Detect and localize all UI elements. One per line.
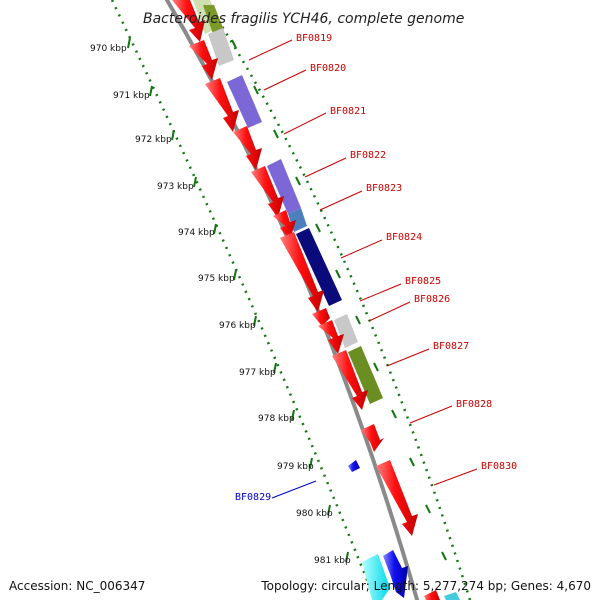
tick-label-974: 974 kbp xyxy=(178,228,215,238)
gene-label: BF0826 xyxy=(414,294,450,305)
gene-leader-lines xyxy=(248,39,478,486)
feature-bar xyxy=(334,314,358,348)
tick-label-977: 977 kbp xyxy=(239,368,276,378)
tick-label-973: 973 kbp xyxy=(157,182,194,192)
cds-arrow xyxy=(205,78,239,132)
cds-arrow xyxy=(424,590,440,600)
gene-label: BF0822 xyxy=(350,150,386,161)
cds-arrow xyxy=(189,40,218,80)
cds-arrow xyxy=(251,166,284,218)
feature-bar xyxy=(208,28,234,66)
gene-label: BF0819 xyxy=(296,33,332,44)
feature-bar xyxy=(227,75,262,128)
kbp-tick-labels: 970 kbp 971 kbp 972 kbp 973 kbp 974 kbp … xyxy=(90,44,351,566)
cds-arrow xyxy=(280,232,324,312)
cds-arrow xyxy=(233,126,262,170)
gene-label: BF0820 xyxy=(310,63,346,74)
genome-summary-text: Topology: circular; Length: 5,277,274 bp… xyxy=(261,579,591,593)
gene-label: BF0828 xyxy=(456,399,492,410)
gene-labels: BF0819 BF0820 BF0821 BF0822 BF0823 BF082… xyxy=(235,33,517,503)
cds-arrow xyxy=(376,460,418,536)
cds-arrow xyxy=(361,424,384,452)
tick-label-980: 980 kbp xyxy=(296,509,333,519)
gene-label: BF0829 xyxy=(235,492,271,503)
inner-major-ticks xyxy=(127,37,349,563)
cds-features xyxy=(172,0,460,600)
cds-arrow xyxy=(312,308,330,326)
gene-label: BF0821 xyxy=(330,106,366,117)
gene-label: BF0823 xyxy=(366,183,402,194)
gene-label: BF0824 xyxy=(386,232,422,243)
feature-bar xyxy=(444,592,460,600)
map-title: Bacteroides fragilis YCH46, complete gen… xyxy=(143,11,464,27)
genome-backbone xyxy=(164,0,420,600)
tick-label-975: 975 kbp xyxy=(198,274,235,284)
accession-text: Accession: NC_006347 xyxy=(9,579,146,593)
gene-label: BF0825 xyxy=(405,276,441,287)
tick-label-978: 978 kbp xyxy=(258,414,295,424)
cds-arrow-reverse xyxy=(348,460,360,472)
tick-label-970: 970 kbp xyxy=(90,44,127,54)
gene-label: BF0827 xyxy=(433,341,469,352)
gene-label: BF0830 xyxy=(481,461,517,472)
cds-arrow xyxy=(318,320,344,354)
feature-bar xyxy=(267,159,301,214)
tick-label-979: 979 kbp xyxy=(277,462,314,472)
feature-bar xyxy=(203,5,224,34)
feature-bar xyxy=(348,346,383,404)
feature-track xyxy=(193,0,383,404)
tick-label-971: 971 kbp xyxy=(113,91,150,101)
tick-label-976: 976 kbp xyxy=(219,321,256,331)
cds-arrow-reverse xyxy=(383,550,408,598)
tick-label-972: 972 kbp xyxy=(135,135,172,145)
cds-arrow xyxy=(332,350,368,410)
inner-tick-ring xyxy=(110,0,377,600)
outer-major-ticks xyxy=(231,39,447,561)
cds-arrow xyxy=(172,0,205,42)
cds-arrow-cyan xyxy=(362,554,390,600)
gene-leader-line-bf0829 xyxy=(271,480,317,499)
tick-label-981: 981 kbp xyxy=(314,556,351,566)
feature-bar xyxy=(296,228,342,306)
cds-arrow xyxy=(273,210,296,240)
